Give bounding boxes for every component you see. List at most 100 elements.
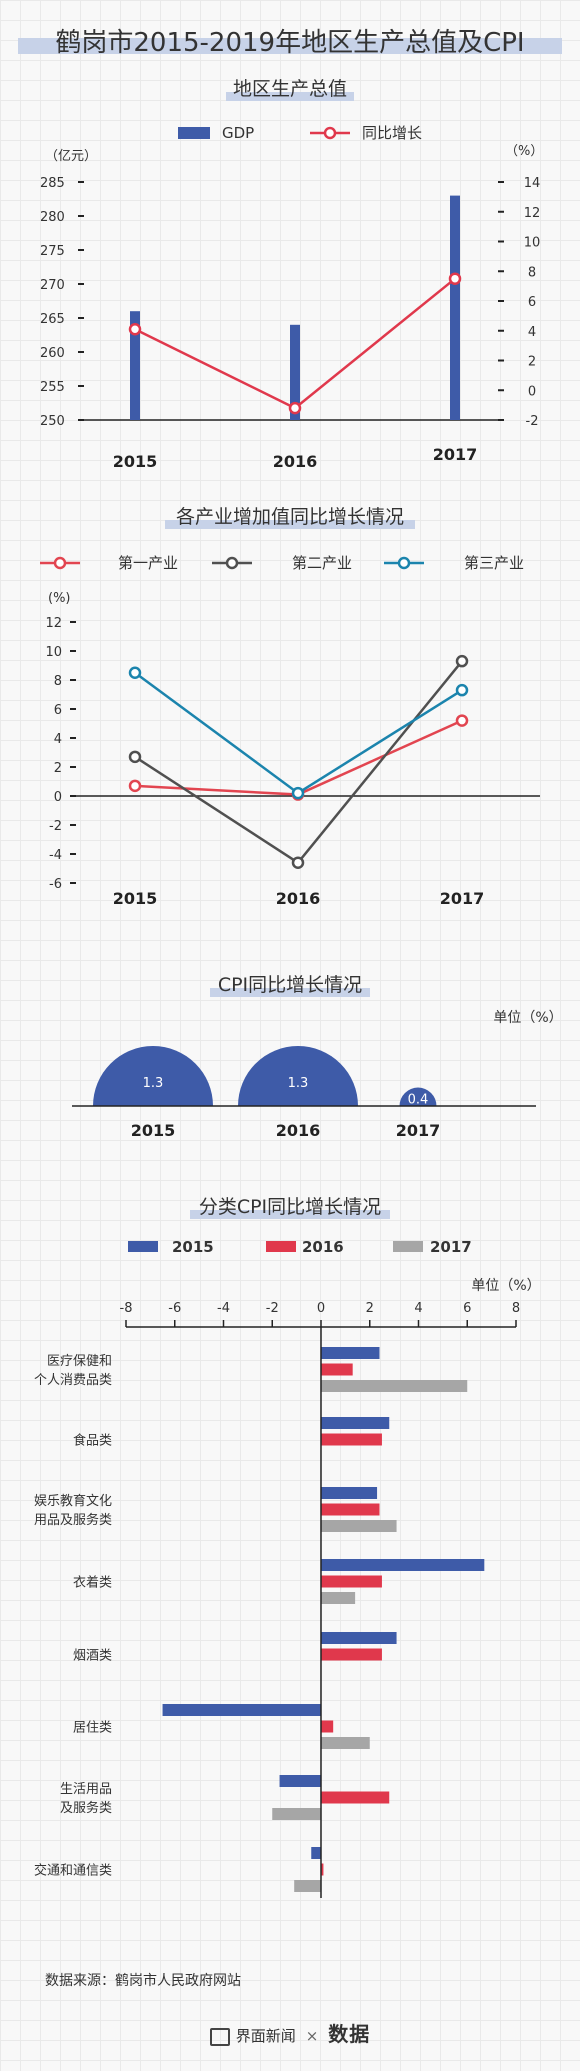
legend-growth-label: 同比增长	[362, 124, 422, 142]
cpi-bar-2015	[321, 1559, 485, 1571]
legend-marker-1	[53, 556, 67, 570]
y2-tick-label: -2	[526, 414, 539, 429]
footer-separator: ×	[305, 2027, 319, 2045]
category-label: 用品及服务类	[34, 1512, 112, 1528]
cpi-bar	[93, 1046, 213, 1106]
cpi-data-label: 1.3	[288, 1076, 309, 1091]
y2-tick-label: 12	[524, 206, 541, 221]
gdp-bar	[130, 311, 140, 420]
series-point-1	[455, 714, 469, 727]
cpi-bar-2015	[162, 1704, 321, 1716]
cpi-bar-2015	[321, 1487, 378, 1499]
y-tick-label: -4	[49, 848, 62, 863]
category-label: 食品类	[73, 1433, 112, 1449]
legend-label-1: 第一产业	[118, 554, 178, 572]
x-tick-label: 2017	[433, 445, 478, 464]
cpi-data-label: 1.3	[143, 1076, 164, 1091]
category-label: 娱乐教育文化	[34, 1493, 112, 1509]
x-tick-label: 2017	[440, 889, 485, 908]
legend-label-2016: 2016	[302, 1238, 344, 1256]
cpi-bar-2015	[321, 1632, 397, 1644]
category-label: 衣着类	[73, 1575, 112, 1591]
cpi-bar	[238, 1046, 358, 1106]
cpi-bar-2017	[321, 1592, 356, 1604]
cpi-bar-2016	[321, 1720, 334, 1733]
y2-tick-label: 8	[528, 265, 536, 280]
x-tick-label: 2016	[276, 1121, 321, 1140]
legend-swatch-2016	[266, 1241, 296, 1252]
x-tick-label: 2016	[276, 889, 321, 908]
cpi-bar-2016	[321, 1575, 382, 1588]
y2-tick-label: 4	[528, 325, 536, 340]
cpi-bar-2016	[321, 1863, 324, 1876]
section-highlight	[165, 520, 415, 529]
series-line-2	[134, 660, 463, 865]
footer: 界面新闻 × 数据	[0, 2018, 580, 2047]
y-axis-label: (%)	[48, 591, 71, 606]
unit-label: 单位（%）	[471, 1278, 540, 1294]
series-point-2	[128, 750, 142, 764]
legend-swatch-2015	[128, 1241, 158, 1252]
industry-chart-title: 各产业增加值同比增长情况	[175, 506, 404, 528]
section-highlight	[226, 92, 354, 101]
category-label: 个人消费品类	[34, 1373, 112, 1388]
cpi-chart: 单位（%） 1.3 1.3 0.4 2015 2016 2017	[72, 1010, 563, 1140]
series-line-1	[134, 719, 463, 796]
series-point-2	[455, 654, 469, 668]
y-tick-label: 250	[40, 414, 65, 429]
legend-swatch-2017	[393, 1241, 423, 1252]
footer-brand-1: 界面新闻	[235, 2027, 296, 2045]
y-tick-label: 2	[54, 761, 62, 776]
y-tick-label: 265	[40, 312, 65, 327]
industry-growth-chart: 第一产业 第二产业 第三产业 (%) -6 -4 -2 0 2 4 6 8 10 12 2015 2016 20…	[40, 554, 540, 908]
cpi-bar-2016	[321, 1791, 390, 1804]
series-point-2	[291, 856, 305, 869]
y-tick-label: 0	[54, 790, 62, 805]
series-point-3	[455, 683, 469, 697]
category-cpi-chart-title: 分类CPI同比增长情况	[198, 1196, 382, 1218]
x-tick-label: 8	[512, 1301, 520, 1316]
series-line-3	[134, 671, 463, 795]
cpi-bar	[399, 1087, 437, 1106]
y-tick-label: 260	[40, 346, 65, 361]
x-tick-label: -6	[168, 1301, 181, 1316]
legend-label-2017: 2017	[430, 1238, 472, 1256]
y2-tick-label: 6	[528, 295, 536, 310]
y-tick-label: 285	[40, 176, 65, 191]
y-tick-label: 255	[40, 380, 65, 395]
y2-axis-label: （%）	[505, 144, 543, 159]
x-tick-label: 2016	[273, 452, 318, 471]
series-point-3	[291, 786, 305, 800]
category-label: 烟酒类	[73, 1649, 112, 1664]
growth-point	[128, 323, 142, 336]
cpi-bar-2016	[321, 1503, 380, 1516]
growth-point	[288, 401, 302, 415]
y-tick-label: 8	[54, 674, 62, 689]
x-tick-label: 2015	[113, 889, 158, 908]
x-tick-label: 2017	[396, 1121, 441, 1140]
x-tick-label: 0	[317, 1301, 325, 1316]
cpi-bar-2015	[321, 1347, 380, 1359]
x-tick-label: 2015	[131, 1121, 176, 1140]
y-tick-label: 280	[40, 210, 65, 225]
y-axis-label: （亿元）	[45, 149, 97, 164]
news-logo-icon	[209, 2027, 230, 2046]
footer-brand-2: 数据	[328, 2022, 371, 2046]
category-label: 及服务类	[60, 1800, 112, 1816]
legend-marker-3	[397, 556, 411, 570]
cpi-bar-2017	[321, 1520, 397, 1532]
legend-gdp-swatch	[178, 127, 210, 139]
cpi-bar-2017	[272, 1808, 321, 1820]
x-tick-label: 4	[414, 1301, 422, 1316]
y2-tick-label: 0	[528, 384, 536, 399]
legend-label-2015: 2015	[172, 1238, 214, 1256]
data-source: 数据来源：鹤岗市人民政府网站	[45, 1973, 241, 1989]
cpi-bar-2015	[279, 1775, 321, 1787]
category-label: 居住类	[73, 1721, 112, 1736]
x-tick-label: 6	[463, 1301, 471, 1316]
x-tick-label: 2	[366, 1301, 374, 1316]
gdp-bar	[450, 195, 460, 420]
section-highlight	[190, 1210, 390, 1219]
y-tick-label: 270	[40, 278, 65, 293]
category-label: 交通和通信类	[34, 1863, 112, 1879]
